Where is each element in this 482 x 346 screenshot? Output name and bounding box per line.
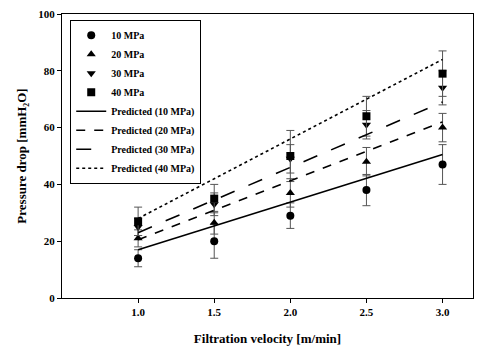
svg-text:40 MPa: 40 MPa (111, 87, 144, 98)
svg-text:Predicted (30 MPa): Predicted (30 MPa) (111, 144, 194, 156)
svg-text:60: 60 (44, 121, 56, 133)
svg-text:20 MPa: 20 MPa (111, 49, 144, 60)
svg-text:Predicted (40 MPa): Predicted (40 MPa) (111, 163, 194, 175)
svg-text:Predicted (20 MPa): Predicted (20 MPa) (111, 125, 194, 137)
svg-text:Filtration velocity [m/min]: Filtration velocity [m/min] (194, 331, 341, 346)
svg-text:1.0: 1.0 (131, 306, 145, 318)
svg-text:100: 100 (38, 8, 55, 20)
svg-text:1.5: 1.5 (207, 306, 221, 318)
svg-text:2.0: 2.0 (283, 306, 297, 318)
svg-text:2.5: 2.5 (360, 306, 374, 318)
svg-text:20: 20 (44, 235, 56, 247)
svg-text:Pressure drop [mmH₂O]: Pressure drop [mmH₂O] (14, 88, 29, 223)
svg-text:Predicted (10 MPa): Predicted (10 MPa) (111, 106, 194, 118)
svg-text:0: 0 (49, 292, 55, 304)
svg-text:3.0: 3.0 (436, 306, 450, 318)
svg-text:80: 80 (44, 65, 56, 77)
svg-text:10 MPa: 10 MPa (111, 30, 144, 41)
svg-text:30 MPa: 30 MPa (111, 68, 144, 79)
svg-text:40: 40 (44, 178, 56, 190)
